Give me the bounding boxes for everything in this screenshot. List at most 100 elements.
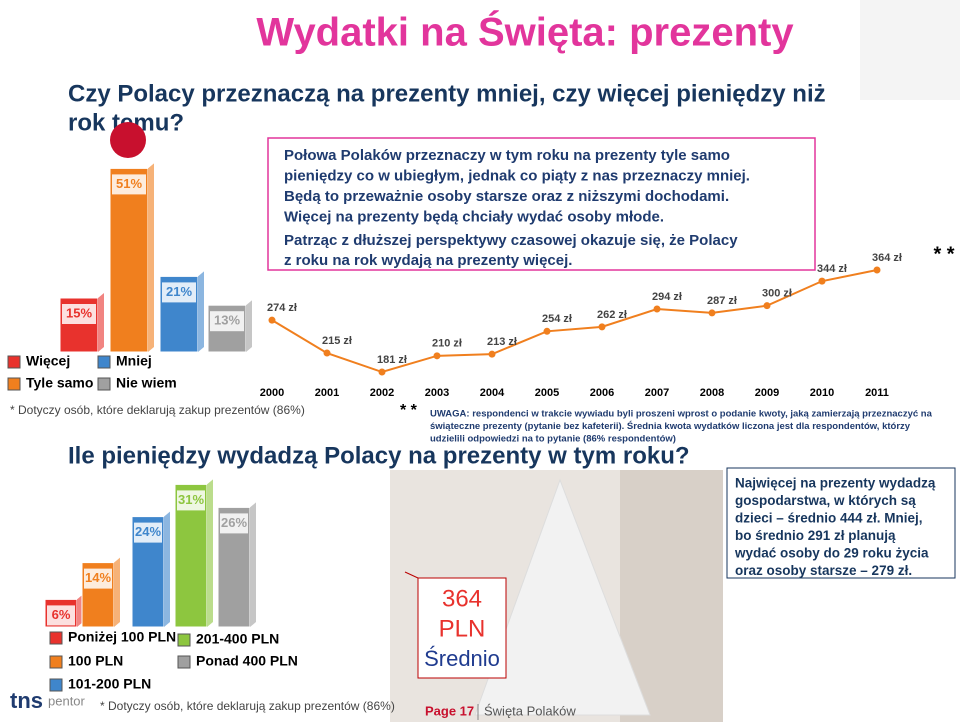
bar-side: [198, 271, 204, 352]
value-label: 274 zł: [267, 302, 297, 314]
x-tick-label: 2000: [260, 387, 284, 399]
label-bg: [84, 568, 112, 589]
x-tick-label: 2001: [315, 387, 339, 399]
line: [271, 269, 878, 374]
value-label: 51%: [116, 176, 142, 191]
box-line: gospodarstwa, w których są: [735, 493, 916, 508]
note-marker: * *: [400, 402, 418, 419]
tag-text: PLN: [439, 615, 486, 642]
box-line: dzieci – średnio 444 zł. Mniej,: [735, 511, 923, 526]
note-line: UWAGA: respondenci w trakcie wywiadu byl…: [430, 409, 933, 420]
point: [598, 323, 606, 331]
legend-label: Poniżej 100 PLN: [68, 629, 176, 645]
x-tick-label: 2004: [480, 387, 505, 399]
title: Wydatki na Święta: prezenty: [256, 9, 794, 55]
label-bg: [62, 304, 96, 324]
point: [763, 302, 771, 310]
legend-label: 100 PLN: [68, 653, 123, 669]
question: Czy Polacy przeznaczą na prezenty mniej,…: [68, 80, 826, 107]
label-bg: [177, 490, 205, 511]
point: [653, 305, 661, 313]
value-label: 287 zł: [707, 295, 737, 307]
bar: [109, 167, 149, 353]
paragraph-line: z roku na rok wydają na prezenty więcej.: [284, 252, 572, 269]
right-box: [726, 467, 956, 579]
tree: [474, 478, 651, 716]
value-label: 21%: [166, 284, 192, 299]
value-label: 254 zł: [542, 313, 572, 325]
value-label: 294 zł: [652, 291, 682, 303]
box-line: bo średnio 291 zł planują: [735, 528, 896, 543]
point: [818, 277, 826, 285]
x-tick-label: 2010: [810, 387, 834, 399]
value-label: 26%: [221, 515, 247, 530]
point: [488, 350, 496, 358]
section: Święta Polaków: [484, 703, 576, 718]
legend-swatch: [177, 633, 191, 647]
value-label: 24%: [135, 524, 161, 539]
logo: tns: [10, 688, 43, 713]
legend-swatch: [7, 377, 21, 391]
bar-side: [250, 502, 256, 627]
value-label: 262 zł: [597, 309, 627, 321]
footnote: * Dotyczy osób, które deklarują zakup pr…: [100, 699, 395, 713]
footnote: * Dotyczy osób, które deklarują zakup pr…: [10, 403, 305, 417]
x-tick-label: 2002: [370, 387, 394, 399]
decoration: [860, 0, 960, 100]
bar-side: [164, 511, 170, 627]
box-line: oraz osoby starsze – 279 zł.: [735, 563, 912, 578]
legend-label: Więcej: [26, 353, 70, 369]
point: [708, 309, 716, 317]
label-bg: [220, 513, 248, 534]
bar-side: [207, 479, 213, 627]
legend-label: Mniej: [116, 353, 152, 369]
value-label: 14%: [85, 570, 111, 585]
value-label: 6%: [52, 607, 71, 622]
paragraph-line: pieniędzy co w ubiegłym, jednak co piąty…: [284, 167, 750, 184]
value-label: 215 zł: [322, 335, 352, 347]
bar-side: [148, 163, 154, 352]
box-line: Najwięcej na prezenty wydadzą: [735, 476, 936, 491]
value-label: 181 zł: [377, 354, 407, 366]
legend-label: Tyle samo: [26, 375, 93, 391]
point: [873, 266, 881, 274]
legend-label: Nie wiem: [116, 375, 177, 391]
legend-swatch: [7, 355, 21, 369]
logo: pentor: [48, 693, 86, 708]
point: [323, 349, 331, 357]
annotation: * *: [933, 243, 954, 265]
value-label: 300 zł: [762, 288, 792, 300]
tag-text: Średnio: [424, 646, 500, 671]
x-tick-label: 2008: [700, 387, 724, 399]
x-tick-label: 2007: [645, 387, 669, 399]
bar-side: [98, 293, 104, 352]
label-bg: [210, 311, 244, 332]
point: [268, 316, 276, 324]
label-bg: [47, 605, 75, 626]
heading: Ile pieniędzy wydadzą Polacy na prezenty…: [68, 442, 690, 469]
legend-label: 201-400 PLN: [196, 631, 279, 647]
label-bg: [134, 522, 162, 543]
price-tag: [417, 577, 507, 679]
paragraph-line: Patrząc z dłuższej perspektywy czasowej …: [284, 232, 738, 249]
paragraph-line: Więcej na prezenty będą chciały wydać os…: [284, 208, 664, 225]
point: [433, 352, 441, 360]
tag-text: 364: [442, 585, 482, 612]
label-bg: [112, 174, 146, 195]
x-tick-label: 2005: [535, 387, 559, 399]
value-label: 213 zł: [487, 336, 517, 348]
value-label: 31%: [178, 492, 204, 507]
legend-swatch: [49, 631, 63, 645]
paragraph-line: Będą to przeważnie osoby starsze oraz z …: [284, 188, 729, 205]
x-tick-label: 2006: [590, 387, 614, 399]
page-number: Page 17: [425, 703, 474, 718]
legend-swatch: [97, 377, 111, 391]
legend-swatch: [97, 355, 111, 369]
paragraph-line: Połowa Polaków przeznaczy w tym roku na …: [284, 147, 730, 164]
legend-swatch: [49, 678, 63, 692]
box-line: wydać osoby do 29 roku życia: [734, 546, 929, 561]
bar-side: [246, 300, 252, 352]
legend-swatch: [49, 655, 63, 669]
legend-label: Ponad 400 PLN: [196, 653, 298, 669]
